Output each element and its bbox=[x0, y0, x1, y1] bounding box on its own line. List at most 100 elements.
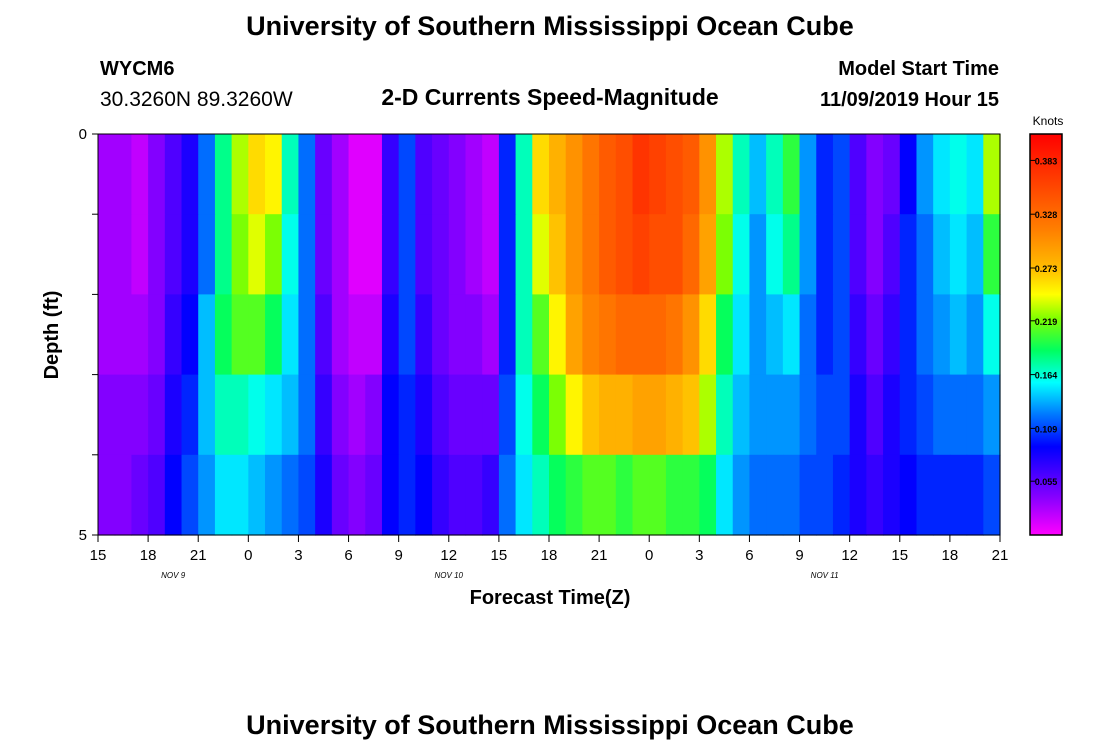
colorbar-tick-label: 0.164 bbox=[1035, 371, 1058, 381]
heatmap-cell bbox=[532, 294, 550, 376]
heatmap-cell bbox=[933, 374, 951, 456]
heatmap-cell bbox=[549, 214, 567, 295]
heatmap-cell bbox=[665, 134, 684, 215]
heatmap-cell bbox=[131, 374, 149, 456]
heatmap-cell bbox=[899, 374, 918, 456]
heatmap-cell bbox=[398, 134, 416, 215]
heatmap-cell bbox=[682, 294, 700, 376]
heatmap-cell bbox=[849, 374, 867, 456]
x-tick-label: 21 bbox=[190, 547, 207, 564]
heatmap-cell bbox=[732, 134, 751, 215]
heatmap-cell bbox=[565, 134, 583, 215]
heatmap-cell bbox=[381, 294, 400, 376]
heatmap-cell bbox=[916, 294, 934, 376]
x-tick-label: 18 bbox=[942, 547, 959, 564]
heatmap-cell bbox=[365, 294, 383, 376]
y-axis: 05 bbox=[79, 126, 98, 544]
heatmap-cell bbox=[298, 214, 316, 295]
heatmap-cell bbox=[448, 454, 467, 536]
heatmap-cell bbox=[782, 454, 801, 536]
heatmap-cell bbox=[615, 214, 634, 295]
heatmap-cell bbox=[415, 214, 433, 295]
heatmap-cell bbox=[782, 374, 801, 456]
heatmap-cell bbox=[599, 454, 617, 536]
heatmap-cell bbox=[198, 214, 216, 295]
heatmap-cell bbox=[214, 374, 233, 456]
heatmap-cell bbox=[732, 294, 751, 376]
heatmap-cell bbox=[164, 374, 183, 456]
heatmap-cell bbox=[465, 374, 483, 456]
colorbar-tick-label: 0.219 bbox=[1035, 317, 1058, 327]
y-tick-label: 0 bbox=[79, 126, 87, 143]
heatmap-cell bbox=[498, 294, 517, 376]
heatmap-cell bbox=[515, 374, 533, 456]
heatmap-cell bbox=[265, 134, 283, 215]
date-label: NOV 9 bbox=[161, 571, 186, 580]
heatmap-cell bbox=[749, 374, 767, 456]
heatmap-cell bbox=[198, 294, 216, 376]
heatmap-cell bbox=[549, 134, 567, 215]
heatmap-cell bbox=[248, 294, 266, 376]
heatmap-cell bbox=[816, 214, 834, 295]
y-axis-label: Depth (ft) bbox=[41, 291, 63, 380]
heatmap-cell bbox=[682, 374, 700, 456]
heatmap-cell bbox=[381, 374, 400, 456]
heatmap-cell bbox=[749, 454, 767, 536]
heatmap-cell bbox=[482, 374, 500, 456]
heatmap-cell bbox=[448, 294, 467, 376]
heatmap-cell bbox=[114, 374, 132, 456]
heatmap-cell bbox=[615, 454, 634, 536]
x-tick-label: 9 bbox=[394, 547, 402, 564]
heatmap-cell bbox=[515, 294, 533, 376]
heatmap-cell bbox=[916, 134, 934, 215]
heatmap-cell bbox=[164, 134, 183, 215]
heatmap-cell bbox=[799, 214, 817, 295]
heatmap-cell bbox=[148, 134, 166, 215]
heatmap-cell bbox=[181, 134, 199, 215]
heatmap-cell bbox=[732, 214, 751, 295]
heatmap-cell bbox=[899, 294, 918, 376]
heatmap-cell bbox=[315, 454, 333, 536]
heatmap-cell bbox=[148, 374, 166, 456]
heatmap-cell bbox=[949, 134, 968, 215]
heatmap-cell bbox=[482, 214, 500, 295]
heatmap-cell bbox=[799, 454, 817, 536]
heatmap-cell bbox=[298, 374, 316, 456]
heatmap-cell bbox=[966, 294, 984, 376]
heatmap-cell bbox=[348, 294, 366, 376]
heatmap-cell bbox=[599, 214, 617, 295]
heatmap-cell bbox=[582, 294, 600, 376]
heatmap-cell bbox=[365, 134, 383, 215]
heatmap-cell bbox=[415, 374, 433, 456]
heatmap-cell bbox=[716, 134, 734, 215]
heatmap-cell bbox=[381, 214, 400, 295]
heatmap-cell bbox=[582, 134, 600, 215]
x-tick-label: 0 bbox=[645, 547, 653, 564]
heatmap-cell bbox=[866, 214, 884, 295]
heatmap-cell bbox=[866, 134, 884, 215]
heatmap-cell bbox=[699, 134, 717, 215]
heatmap-cell bbox=[615, 374, 634, 456]
heatmap-cell bbox=[231, 134, 249, 215]
colorbar-tick-label: 0.109 bbox=[1035, 424, 1058, 434]
x-tick-label: 15 bbox=[90, 547, 107, 564]
heatmap-cell bbox=[315, 134, 333, 215]
heatmap-cell bbox=[398, 294, 416, 376]
heatmap-cell bbox=[498, 214, 517, 295]
station-id: WYCM6 bbox=[100, 58, 174, 80]
heatmap-cell bbox=[498, 374, 517, 456]
heatmap-cell bbox=[214, 134, 233, 215]
heatmap-cell bbox=[749, 214, 767, 295]
heatmap-cell bbox=[248, 454, 266, 536]
heatmap-cell bbox=[665, 374, 684, 456]
heatmap-cell bbox=[966, 134, 984, 215]
heatmap-cell bbox=[699, 294, 717, 376]
heatmap-cell bbox=[883, 294, 901, 376]
heatmap-cell bbox=[582, 454, 600, 536]
x-tick-label: 9 bbox=[795, 547, 803, 564]
heatmap-cell bbox=[214, 454, 233, 536]
heatmap-cell bbox=[883, 214, 901, 295]
heatmap-cell bbox=[98, 374, 116, 456]
heatmap-cell bbox=[582, 214, 600, 295]
date-label: NOV 11 bbox=[811, 571, 839, 580]
